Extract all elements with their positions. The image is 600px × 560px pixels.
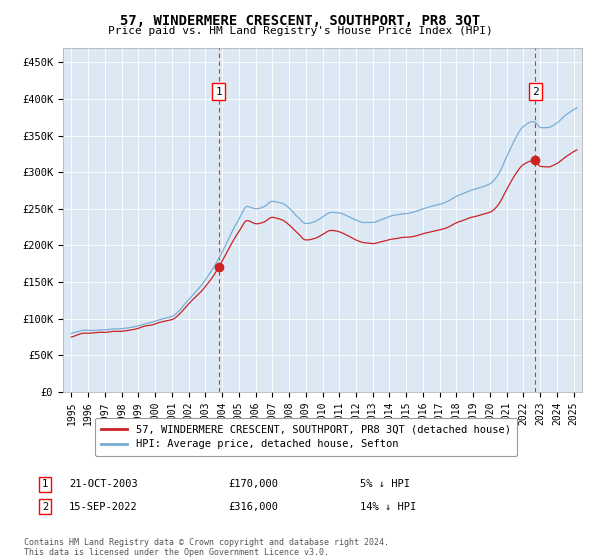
Text: 1: 1 — [42, 479, 48, 489]
Text: 2: 2 — [42, 502, 48, 512]
Text: 2: 2 — [532, 87, 539, 96]
Text: 21-OCT-2003: 21-OCT-2003 — [69, 479, 138, 489]
Text: 15-SEP-2022: 15-SEP-2022 — [69, 502, 138, 512]
Text: Price paid vs. HM Land Registry's House Price Index (HPI): Price paid vs. HM Land Registry's House … — [107, 26, 493, 36]
Legend: 57, WINDERMERE CRESCENT, SOUTHPORT, PR8 3QT (detached house), HPI: Average price: 57, WINDERMERE CRESCENT, SOUTHPORT, PR8 … — [95, 418, 517, 456]
Text: Contains HM Land Registry data © Crown copyright and database right 2024.
This d: Contains HM Land Registry data © Crown c… — [24, 538, 389, 557]
Text: 14% ↓ HPI: 14% ↓ HPI — [360, 502, 416, 512]
Text: 57, WINDERMERE CRESCENT, SOUTHPORT, PR8 3QT: 57, WINDERMERE CRESCENT, SOUTHPORT, PR8 … — [120, 14, 480, 28]
Text: 5% ↓ HPI: 5% ↓ HPI — [360, 479, 410, 489]
Text: £170,000: £170,000 — [228, 479, 278, 489]
Text: £316,000: £316,000 — [228, 502, 278, 512]
Text: 1: 1 — [215, 87, 222, 96]
